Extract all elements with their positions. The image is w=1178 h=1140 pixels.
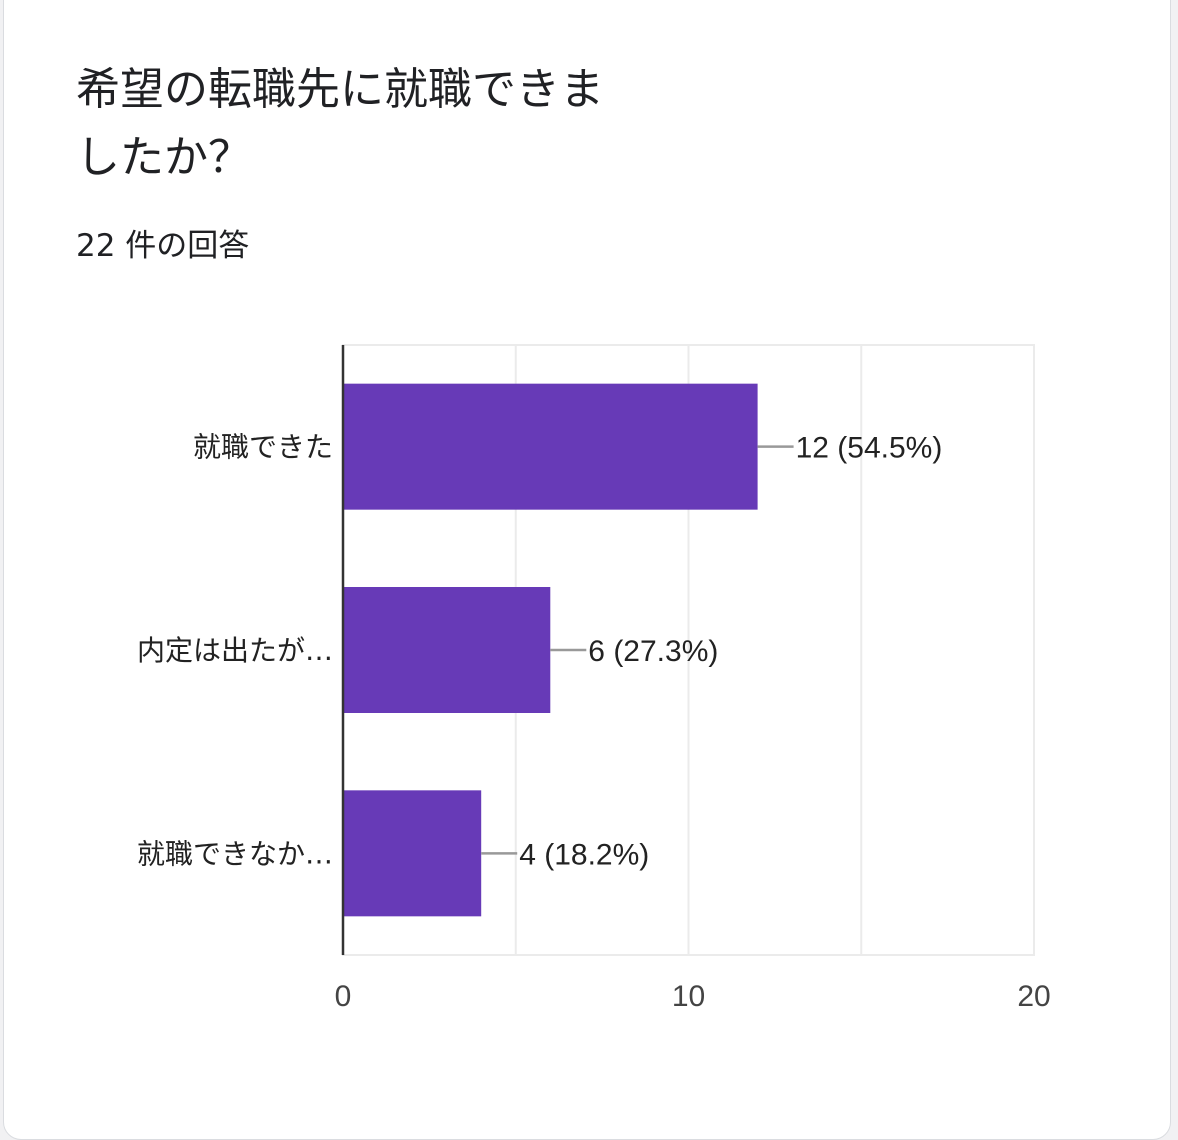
category-label: 就職できなか… xyxy=(137,837,333,870)
category-label: 就職できた xyxy=(193,431,333,464)
bar xyxy=(343,383,758,510)
bar xyxy=(343,587,551,713)
bar xyxy=(343,790,482,917)
x-tick-label: 20 xyxy=(1017,980,1050,1013)
x-tick-label: 0 xyxy=(335,980,352,1013)
data-label: 4 (18.2%) xyxy=(519,838,649,871)
data-label: 6 (27.3%) xyxy=(588,635,718,668)
data-label: 12 (54.5%) xyxy=(796,432,943,465)
question-title: 希望の転職先に就職できましたか？ xyxy=(76,64,604,183)
category-label: 内定は出たが… xyxy=(137,634,333,667)
response-count: 22 件の回答 xyxy=(76,228,250,264)
x-tick-label: 10 xyxy=(672,980,705,1013)
